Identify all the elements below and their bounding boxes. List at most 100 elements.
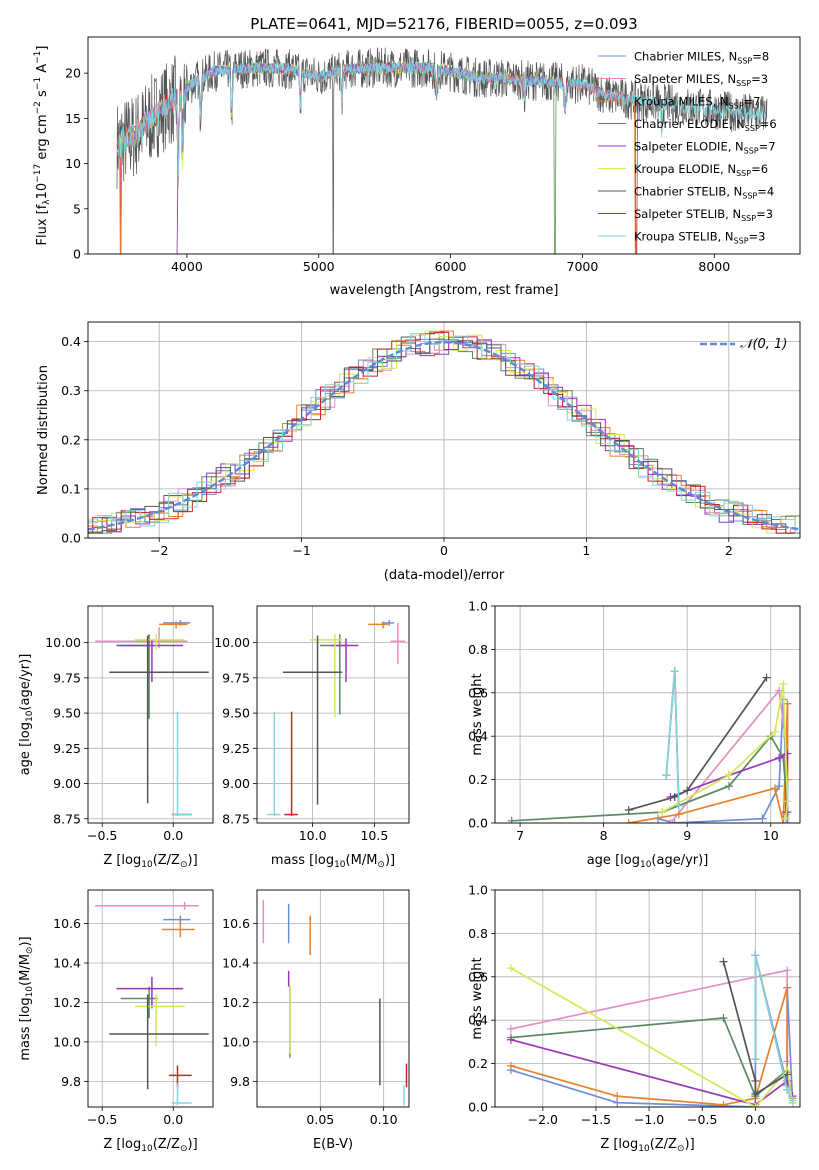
tick-label-x: 1 — [582, 543, 590, 558]
weight-marker — [783, 797, 792, 806]
residuals-ylabel: Normed distribution — [36, 365, 51, 495]
age_vs_Z-ylabel-part: (age/yr)] — [18, 654, 33, 711]
mass_vs_Z-ylabel-part: 10 — [25, 986, 35, 998]
tick-label-y: 9.25 — [53, 741, 81, 756]
tick-label-y: 10.6 — [222, 916, 250, 931]
weight-marker — [783, 1085, 792, 1094]
tick-label-y: 9.75 — [53, 670, 81, 685]
tick-label-y: 9.50 — [222, 706, 250, 721]
weight-marker — [662, 771, 671, 780]
tick-label-y: 0.6 — [468, 685, 488, 700]
legend-label: Kroupa MILES, NSSP=7 — [634, 95, 760, 111]
weight-marker — [724, 782, 733, 791]
mass_vs_Z-xlabel-part: (Z/Z — [153, 1137, 180, 1152]
tick-label-y: 0.0 — [61, 531, 81, 546]
weight-marker — [779, 819, 788, 823]
tick-label-x: 4000 — [171, 259, 203, 274]
mass_vs_Z-ylabel-part: mass [log — [18, 997, 33, 1060]
spectrum-ylabel-part: −1 — [33, 77, 43, 90]
legend-label-text: Chabrier MILES, N — [634, 50, 737, 64]
mass_vs_Z-xlabel-part: Z [log — [103, 1137, 141, 1152]
tick-label-y: 1.0 — [468, 883, 488, 898]
age_vs_Z-xlabel-part: 10 — [141, 860, 153, 870]
tick-label-y: 20 — [65, 66, 81, 81]
legend-label: Kroupa STELIB, NSSP=3 — [634, 230, 765, 246]
histograms — [88, 330, 800, 534]
weight-marker — [751, 951, 760, 960]
weight-line — [511, 734, 789, 822]
weight-marker — [670, 819, 679, 823]
legend-label: Chabrier MILES, NSSP=8 — [634, 50, 769, 66]
spectrum-ylabel-part: −17 — [33, 164, 43, 183]
tick-label-y: 10.00 — [45, 635, 81, 650]
weight-line — [510, 967, 794, 1107]
tick-label-y: 15 — [65, 111, 81, 126]
tick-label-y: 8.75 — [53, 811, 81, 826]
weight_vs_Z-xlabel-part: 10 — [638, 1144, 650, 1154]
weight-marker — [674, 810, 683, 819]
tick-label-x: −1.5 — [581, 1112, 611, 1127]
tick-label-x: 10.5 — [360, 828, 388, 843]
weight_vs_Z-xlabel-part: (Z/Z — [650, 1137, 677, 1152]
tick-label-y: 0.4 — [61, 334, 81, 349]
age_vs_Z-xlabel-part: (Z/Z — [153, 853, 180, 868]
weight-marker — [751, 1089, 760, 1098]
weight-marker — [751, 1103, 760, 1107]
legend-label-suffix: =4 — [757, 185, 774, 199]
weight-marker — [506, 964, 515, 973]
weight-marker — [788, 1096, 797, 1105]
spectrum-ylabel-part: A — [35, 64, 50, 77]
legend-label: Salpeter ELODIE, NSSP=7 — [634, 140, 776, 156]
weight-marker — [724, 771, 733, 780]
weight-marker — [507, 816, 516, 823]
weight-marker — [758, 814, 767, 823]
weight-marker — [674, 801, 683, 810]
tick-label-y: 0.4 — [468, 1013, 488, 1028]
weight-marker — [506, 1024, 515, 1033]
legend-label-suffix: =7 — [744, 95, 761, 109]
weight-line — [628, 677, 768, 811]
weight-lines — [507, 667, 792, 823]
legend-label: Chabrier ELODIE, NSSP=6 — [634, 117, 777, 133]
tick-label-y: 0.4 — [468, 729, 488, 744]
tick-label-y: 0.8 — [468, 642, 488, 657]
tick-label-x: −0.5 — [87, 828, 117, 843]
histogram-step — [88, 336, 800, 534]
mass_vs_Z-xlabel-part: )] — [188, 1137, 198, 1152]
weight-marker — [506, 1035, 515, 1044]
legend-label-suffix: =6 — [751, 162, 768, 176]
weight-marker — [783, 966, 792, 975]
weight-marker — [658, 808, 667, 817]
legend-label-sub: SSP — [745, 124, 760, 133]
mass_vs_Z-ylabel-part: ⊙ — [25, 947, 35, 955]
legend-label: Kroupa ELODIE, NSSP=6 — [634, 162, 768, 178]
spectrum-line — [116, 47, 768, 254]
tick-label-x: 7000 — [567, 259, 599, 274]
weight-marker — [783, 819, 792, 823]
tick-label-y: 9.50 — [53, 706, 81, 721]
tick-label-y: 9.8 — [61, 1074, 81, 1089]
tick-label-x: 6000 — [435, 259, 467, 274]
weight-line — [722, 961, 788, 1096]
weight_vs_Z-xlabel: Z [log10(Z/Z⊙)] — [600, 1137, 694, 1154]
tick-label-y: 0 — [73, 247, 81, 262]
weight-marker — [670, 792, 679, 801]
age_vs_Z-ylabel-part: 10 — [25, 710, 35, 722]
mass_vs_EBV-xlabel: E(B-V) — [313, 1137, 353, 1152]
legend-label-suffix: =3 — [749, 230, 766, 244]
age_vs_mass-xlabel-part: mass [log — [271, 853, 334, 868]
tick-label-y: 10.6 — [53, 916, 81, 931]
weight-marker — [719, 1014, 728, 1023]
mass_vs_Z-ylabel-part: )] — [18, 936, 33, 946]
tick-label-y: 9.25 — [222, 741, 250, 756]
tick-label-x: 5000 — [303, 259, 335, 274]
legend-label-sub: SSP — [742, 192, 757, 201]
spectrum-ylabel-part: −1 — [33, 51, 43, 64]
weight-marker — [770, 784, 779, 793]
weight-marker — [670, 667, 679, 676]
axes-frame-weight_vs_Z — [494, 889, 801, 1108]
residuals-legend-label: 𝒩(0, 1) — [740, 337, 787, 352]
weight-line — [510, 987, 794, 1106]
age_vs_Z-ylabel: age [log10(age/yr)] — [18, 654, 35, 776]
